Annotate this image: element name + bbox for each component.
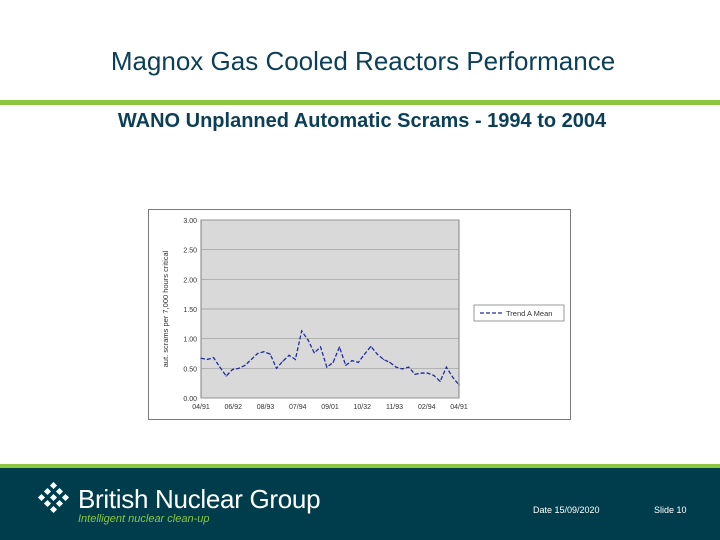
brand-name: British Nuclear Group <box>78 484 321 514</box>
data-point <box>408 366 410 368</box>
data-point <box>326 366 328 368</box>
footer-bar <box>0 468 720 540</box>
data-point <box>319 346 322 348</box>
data-point <box>275 367 278 369</box>
x-tick-label: 06/92 <box>224 404 242 411</box>
data-point <box>250 358 252 361</box>
data-point <box>426 372 429 374</box>
y-axis-label: aut. scrams per 7,000 hours critical <box>161 250 170 367</box>
data-point <box>420 372 422 374</box>
data-point <box>282 360 284 362</box>
data-point <box>395 366 397 368</box>
data-point <box>364 353 366 355</box>
footer-divider <box>0 464 720 468</box>
brand-tagline: Intelligent nuclear clean-up <box>78 513 210 525</box>
x-tick-label: 11/93 <box>386 404 403 411</box>
data-point <box>269 353 271 355</box>
data-point <box>263 351 265 353</box>
data-point <box>445 366 448 368</box>
legend-label: Trend A Mean <box>506 309 552 318</box>
data-point <box>244 364 246 366</box>
y-tick-label: 3.00 <box>183 218 197 225</box>
scram-rate-line-chart: 3.00 2.50 2.00 1.50 1.00 0.50 0.00 aut. scrams … <box>161 218 565 411</box>
data-point <box>332 361 334 363</box>
legend-box <box>473 304 565 322</box>
slide-subtitle: WANO Unplanned Automatic Scrams - 1994 t… <box>117 110 607 132</box>
y-tick-label: 0.00 <box>183 396 197 403</box>
data-point <box>345 364 347 366</box>
data-point <box>225 375 227 377</box>
slide-title: Magnox Gas Cooled Reactors Performance <box>110 46 616 76</box>
footer-date: Date 15/09/2020 <box>533 505 600 515</box>
y-tick-label: 1.00 <box>183 337 197 344</box>
data-point <box>212 357 215 359</box>
data-point <box>376 353 378 355</box>
data-point <box>219 366 221 368</box>
data-point <box>382 358 385 361</box>
x-tick-label: 04/91 <box>192 404 210 411</box>
x-tick-label: 10/32 <box>353 404 371 411</box>
data-point <box>288 354 290 356</box>
y-tick-label: 0.50 <box>183 366 197 373</box>
x-tick-label: 04/91 <box>450 404 468 411</box>
data-point <box>200 357 202 359</box>
y-tick-label: 2.50 <box>183 248 197 255</box>
data-point <box>370 345 372 347</box>
data-point <box>452 376 454 378</box>
x-tick-label: 08/93 <box>257 404 275 411</box>
slide-number: Slide 10 <box>654 505 687 515</box>
data-point <box>313 352 315 354</box>
data-point <box>439 380 441 382</box>
data-point <box>257 352 259 355</box>
data-point <box>307 339 309 341</box>
data-point <box>301 330 303 332</box>
data-point <box>294 358 296 361</box>
y-tick-label: 2.00 <box>183 277 197 284</box>
data-point <box>357 361 359 363</box>
data-point <box>206 358 208 361</box>
data-point <box>231 368 234 371</box>
data-point <box>338 346 341 348</box>
series-line <box>200 329 460 386</box>
data-point <box>351 360 353 362</box>
chart-frame: 3.00 2.50 2.00 1.50 1.00 0.50 0.00 aut. scrams … <box>148 209 571 420</box>
data-point <box>238 367 240 369</box>
data-point <box>389 361 391 363</box>
x-tick-label: 09/01 <box>321 404 339 411</box>
data-point <box>414 373 416 375</box>
title-divider <box>0 100 720 105</box>
data-point <box>458 384 460 386</box>
x-tick-label: 02/94 <box>418 404 436 411</box>
diamond-dots-logo-icon <box>37 482 70 514</box>
data-point <box>433 374 435 377</box>
y-tick-label: 1.50 <box>183 307 197 314</box>
x-tick-label: 07/94 <box>289 404 307 411</box>
data-point <box>401 368 403 370</box>
